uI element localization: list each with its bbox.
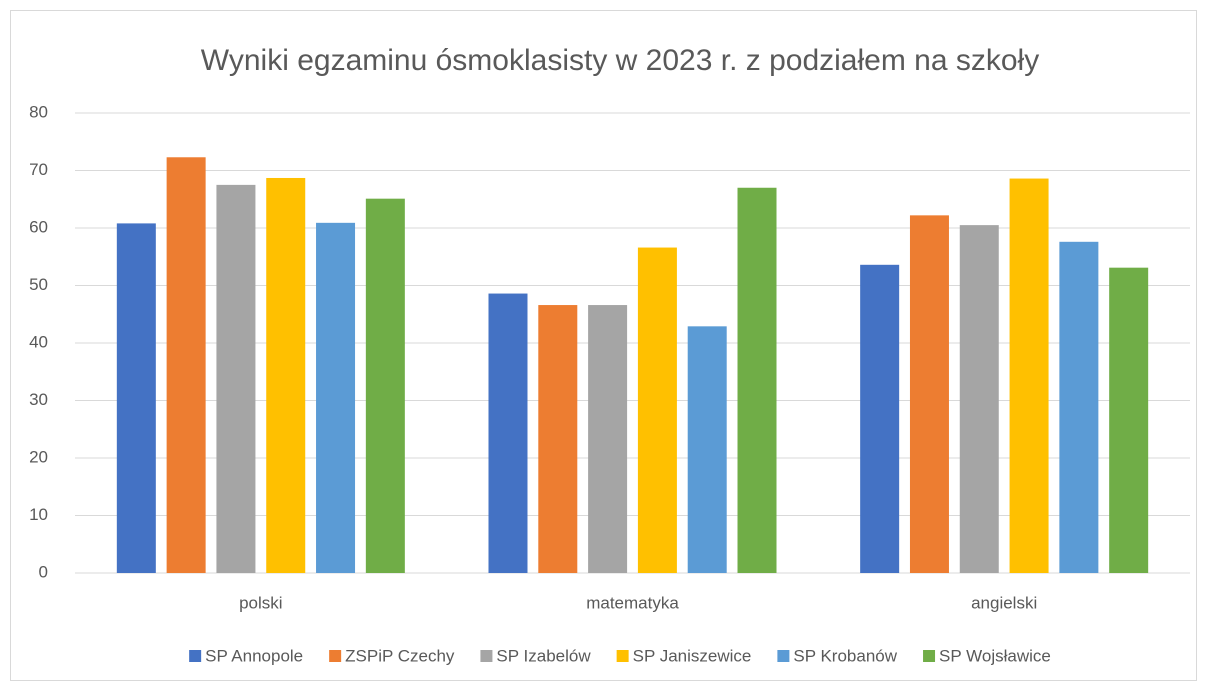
y-tick-label: 0 — [39, 562, 48, 581]
bar — [637, 247, 677, 574]
legend-label: SP Izabelów — [496, 646, 591, 665]
bar — [1109, 267, 1149, 573]
y-tick-label: 40 — [29, 332, 48, 351]
bar — [538, 305, 578, 573]
legend-swatch — [777, 650, 790, 662]
bar — [1059, 241, 1099, 574]
bar — [488, 293, 528, 573]
y-tick-label: 10 — [29, 505, 48, 524]
y-tick-label: 50 — [29, 275, 48, 294]
legend-label: SP Wojsławice — [939, 646, 1051, 665]
legend-swatch — [189, 650, 202, 662]
bar — [860, 264, 900, 573]
bar — [959, 225, 999, 573]
bar — [166, 157, 206, 573]
y-tick-label: 30 — [29, 390, 48, 409]
bar — [909, 215, 949, 573]
x-tick-label: matematyka — [586, 593, 679, 612]
y-tick-label: 60 — [29, 217, 48, 236]
legend-label: ZSPiP Czechy — [345, 646, 455, 665]
x-tick-label: angielski — [971, 593, 1037, 612]
legend-swatch — [329, 650, 342, 662]
bar — [737, 187, 777, 573]
legend-swatch — [923, 650, 936, 662]
bar — [687, 326, 727, 573]
bar — [588, 305, 628, 573]
bar — [216, 184, 256, 573]
bar — [316, 222, 356, 573]
bar — [116, 223, 156, 573]
y-tick-label: 80 — [29, 102, 48, 121]
bar — [266, 177, 306, 573]
bar — [365, 198, 405, 574]
y-tick-label: 70 — [29, 160, 48, 179]
legend-label: SP Janiszewice — [633, 646, 752, 665]
y-tick-label: 20 — [29, 447, 48, 466]
x-tick-label: polski — [239, 593, 282, 612]
chart-title: Wyniki egzaminu ósmoklasisty w 2023 r. z… — [201, 44, 1039, 77]
legend-label: SP Krobanów — [793, 646, 897, 665]
bar — [1009, 178, 1049, 574]
legend-swatch — [480, 650, 493, 662]
legend-swatch — [616, 650, 629, 662]
legend-label: SP Annopole — [205, 646, 303, 665]
